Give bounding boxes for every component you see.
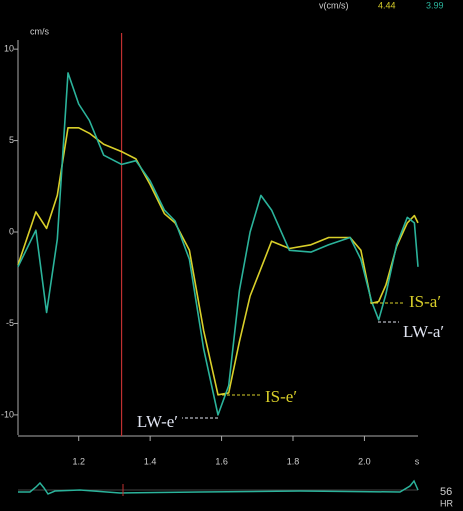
x-tick-label: 2.0 — [358, 456, 371, 466]
x-tick-label: 1.2 — [72, 456, 85, 466]
readout-label: v(cm/s) — [319, 0, 349, 10]
y-tick-label: 10 — [4, 44, 14, 54]
y-tick-label: 0 — [9, 226, 14, 236]
annotation: LW-a′ — [403, 322, 444, 341]
annotation: IS-e′ — [265, 387, 297, 406]
y-tick-label: -5 — [6, 318, 14, 328]
readout-value: 3.99 — [426, 0, 444, 10]
x-tick-label: 1.8 — [287, 456, 300, 466]
annotation: IS-a′ — [409, 292, 441, 311]
x-tick-label: 1.6 — [215, 456, 228, 466]
x-tick-label: 1.4 — [144, 456, 157, 466]
series-line — [17, 72, 419, 416]
annotation: LW-e′ — [137, 412, 178, 431]
heart-rate-label: HR — [440, 498, 453, 508]
ecg-trace — [18, 479, 419, 495]
x-axis-label: s — [415, 456, 420, 466]
y-axis-label: cm/s — [30, 26, 49, 36]
y-tick-label: 5 — [9, 135, 14, 145]
series-line — [17, 127, 419, 396]
y-tick-label: -10 — [1, 409, 14, 419]
heart-rate: 56 — [440, 486, 452, 498]
readout-value: 4.44 — [378, 0, 396, 10]
